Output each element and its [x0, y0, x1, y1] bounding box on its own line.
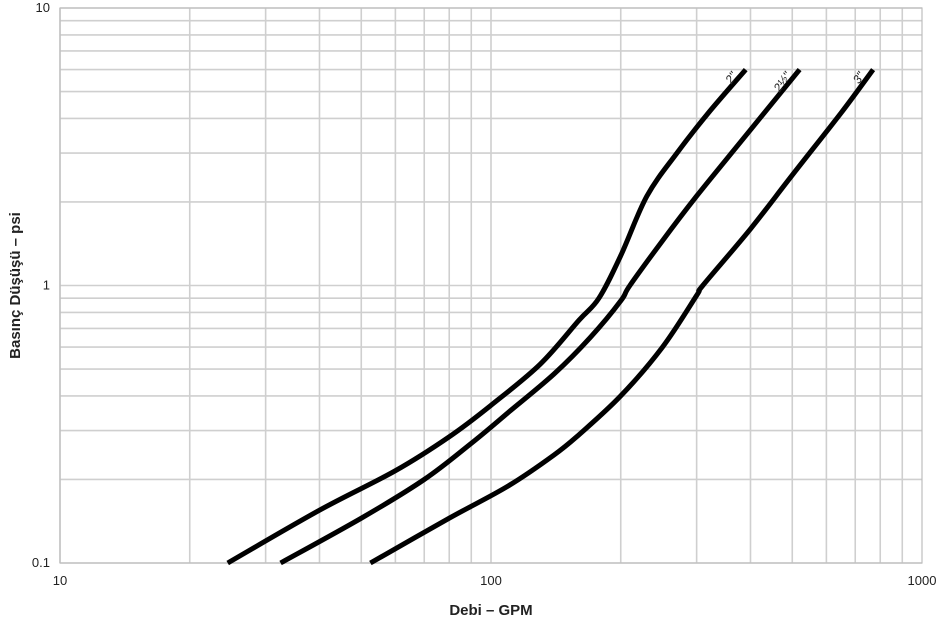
series-line-2 — [369, 68, 876, 566]
y-axis-label: Basınç Düşüşü – psi — [7, 212, 24, 359]
y-tick-label: 10 — [36, 0, 50, 15]
y-tick-label: 1 — [43, 278, 50, 293]
y-tick-label: 0.1 — [32, 555, 50, 570]
x-axis-label: Debi – GPM — [449, 602, 532, 619]
x-tick-label: 100 — [480, 573, 502, 588]
tick-layer: 10 100 1000 0.1 1 10 — [32, 0, 937, 588]
series-layer — [226, 67, 876, 566]
x-tick-label: 10 — [53, 573, 67, 588]
series-label-0: 2" — [722, 69, 741, 87]
series-line-0 — [226, 67, 748, 566]
grid-layer — [59, 7, 922, 564]
x-tick-label: 1000 — [908, 573, 937, 588]
plot-frame — [59, 7, 923, 564]
series-line-1 — [279, 68, 802, 566]
